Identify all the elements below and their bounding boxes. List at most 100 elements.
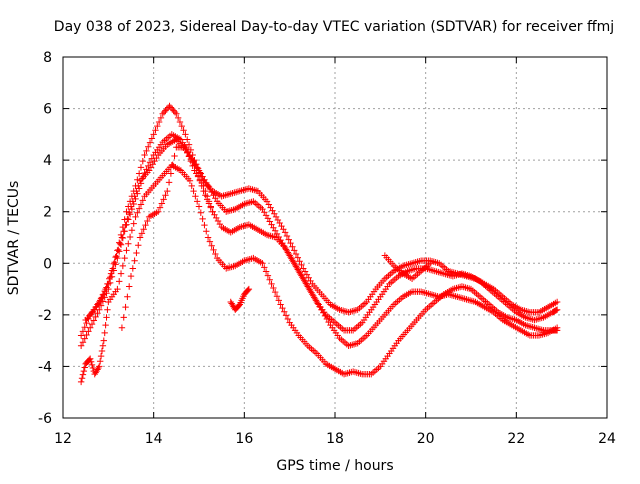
data-point xyxy=(120,228,127,235)
data-point xyxy=(169,105,176,113)
data-point xyxy=(160,108,168,116)
data-point xyxy=(85,328,92,335)
data-point xyxy=(113,252,120,260)
data-point xyxy=(156,204,164,211)
data-point xyxy=(118,324,126,331)
data-point xyxy=(87,358,95,365)
data-point xyxy=(100,291,107,298)
data-point xyxy=(206,238,214,245)
y-tick-label: 6 xyxy=(43,102,52,118)
x-tick-label: 20 xyxy=(417,431,435,447)
data-point xyxy=(77,332,85,339)
data-point xyxy=(126,233,134,241)
y-axis-label: SDTVAR / TECUs xyxy=(6,181,22,296)
data-point xyxy=(125,240,132,247)
data-points xyxy=(77,102,561,386)
data-point xyxy=(289,243,296,250)
data-point xyxy=(98,347,106,355)
data-point xyxy=(261,264,268,271)
data-point xyxy=(101,329,108,337)
data-point xyxy=(162,192,169,199)
data-point xyxy=(159,110,166,117)
data-point xyxy=(553,306,561,313)
data-point xyxy=(148,135,156,142)
data-point xyxy=(99,298,107,305)
data-point xyxy=(190,187,197,195)
data-point xyxy=(143,147,150,155)
data-point xyxy=(122,303,129,311)
data-point xyxy=(77,378,85,386)
data-point xyxy=(135,242,142,249)
data-point xyxy=(150,131,157,138)
data-point xyxy=(291,247,298,254)
data-point xyxy=(173,110,180,117)
data-point xyxy=(186,177,194,184)
data-point xyxy=(123,208,130,215)
data-point xyxy=(553,327,561,334)
data-point xyxy=(116,248,123,255)
data-point xyxy=(277,301,284,308)
data-point xyxy=(79,328,87,335)
data-point xyxy=(167,104,175,111)
data-point xyxy=(203,228,210,235)
data-point xyxy=(169,161,176,168)
x-tick-label: 12 xyxy=(54,431,72,447)
data-point xyxy=(209,208,216,215)
x-axis-label: GPS time / hours xyxy=(276,458,393,474)
data-point xyxy=(81,335,88,342)
data-point xyxy=(185,153,193,160)
data-point xyxy=(88,320,96,328)
data-point xyxy=(137,201,145,208)
data-point xyxy=(187,157,195,165)
data-point xyxy=(78,375,86,382)
data-point xyxy=(124,215,131,223)
data-point xyxy=(125,209,133,216)
data-point xyxy=(119,262,127,270)
data-point xyxy=(166,102,173,110)
data-point xyxy=(163,105,171,113)
data-point xyxy=(135,170,143,177)
data-point xyxy=(296,258,303,265)
data-point xyxy=(212,250,219,258)
data-point xyxy=(127,272,135,280)
data-point xyxy=(208,242,215,249)
data-point xyxy=(106,275,113,282)
data-point xyxy=(189,162,196,170)
data-point xyxy=(292,250,300,258)
data-point xyxy=(193,198,201,205)
data-point xyxy=(553,307,560,314)
data-point xyxy=(81,364,88,371)
data-point xyxy=(266,276,273,283)
data-point xyxy=(134,209,141,216)
data-point xyxy=(131,257,138,264)
data-point xyxy=(210,246,217,254)
data-point xyxy=(103,314,110,321)
series-1 xyxy=(77,102,561,339)
data-point xyxy=(185,141,193,148)
series-3 xyxy=(82,136,561,349)
data-point xyxy=(138,230,146,237)
data-point xyxy=(117,241,125,248)
x-tick-label: 14 xyxy=(145,431,163,447)
data-point xyxy=(95,364,102,372)
data-point xyxy=(142,221,149,229)
data-point xyxy=(121,254,128,262)
data-point xyxy=(134,176,141,183)
data-point xyxy=(96,363,103,370)
data-point xyxy=(268,280,275,288)
data-point xyxy=(204,234,212,241)
data-point xyxy=(83,331,90,339)
x-tick-label: 24 xyxy=(598,431,616,447)
data-point xyxy=(81,324,88,331)
data-point xyxy=(114,285,121,293)
data-point xyxy=(128,227,136,234)
x-tick-label: 22 xyxy=(507,431,525,447)
y-tick-label: -6 xyxy=(38,411,52,427)
data-point xyxy=(132,213,139,221)
data-point xyxy=(259,260,266,267)
data-point xyxy=(77,342,85,349)
data-point xyxy=(130,220,137,227)
data-point xyxy=(104,306,111,313)
data-point xyxy=(165,179,173,186)
y-tick-label: 0 xyxy=(43,256,52,272)
